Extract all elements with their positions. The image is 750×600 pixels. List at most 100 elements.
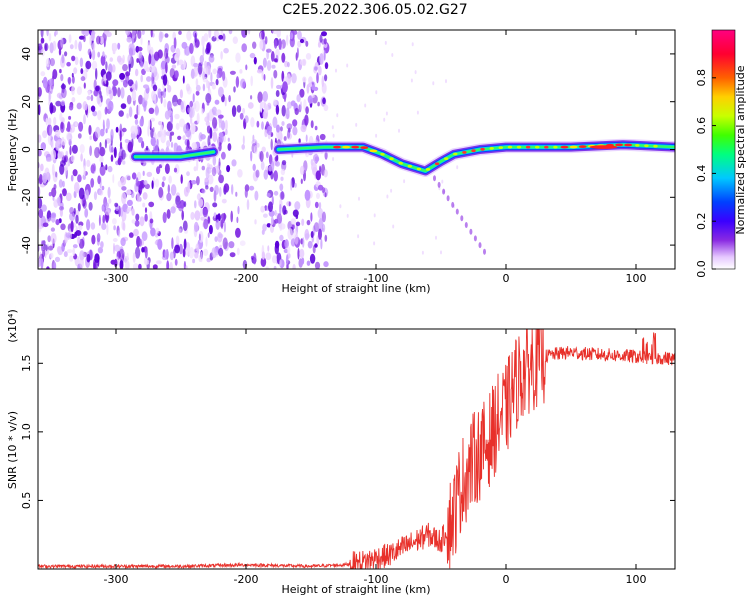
noise-speckle — [307, 82, 313, 88]
noise-speckle — [205, 185, 209, 190]
noise-speckle — [121, 192, 127, 205]
noise-speckle — [69, 44, 74, 50]
noise-speckle — [297, 248, 300, 260]
noise-speckle — [129, 43, 135, 49]
noise-speckle — [222, 71, 226, 81]
noise-speckle — [48, 217, 53, 222]
noise-speckle — [227, 143, 232, 151]
noise-speckle — [441, 179, 444, 184]
x-tick-label: -100 — [364, 272, 389, 285]
colorbar-tick-label: 0.2 — [695, 212, 708, 230]
noise-speckle — [231, 184, 234, 195]
ridge-peak — [333, 145, 341, 149]
noise-speckle — [154, 178, 160, 188]
noise-speckle — [218, 157, 221, 170]
noise-speckle — [205, 236, 208, 247]
noise-speckle — [270, 160, 275, 172]
noise-speckle — [323, 261, 329, 268]
noise-speckle — [134, 119, 139, 125]
noise-speckle — [185, 128, 192, 138]
noise-speckle — [76, 102, 82, 110]
noise-speckle — [38, 134, 42, 143]
noise-speckle — [323, 104, 329, 112]
noise-speckle — [182, 220, 188, 232]
noise-speckle — [151, 74, 154, 85]
noise-speckle — [208, 110, 214, 122]
noise-speckle — [270, 51, 275, 62]
noise-speckle — [80, 76, 86, 82]
noise-speckle — [45, 58, 51, 68]
noise-speckle — [284, 239, 289, 249]
noise-speckle — [84, 208, 89, 218]
noise-speckle — [223, 221, 226, 233]
noise-speckle — [283, 136, 287, 141]
noise-speckle — [174, 258, 178, 266]
noise-speckle — [132, 263, 139, 269]
noise-speckle — [86, 159, 91, 167]
noise-speckle — [95, 68, 98, 80]
noise-speckle — [63, 251, 68, 258]
noise-speckle — [206, 79, 209, 89]
noise-speckle — [256, 120, 260, 128]
noise-speckle — [135, 68, 139, 77]
noise-speckle — [276, 213, 283, 224]
noise-speckle — [166, 121, 173, 132]
noise-speckle — [42, 249, 46, 258]
noise-speckle — [252, 41, 257, 49]
ridge-peak — [380, 152, 385, 156]
noise-speckle — [158, 187, 164, 198]
spectrogram-y-ticks: -40 -20 0 20 40 — [20, 47, 675, 254]
colorbar-frame — [711, 29, 736, 270]
noise-speckle — [264, 129, 268, 138]
noise-speckle — [260, 205, 265, 213]
noise-speckle — [75, 122, 78, 127]
noise-speckle — [255, 169, 260, 178]
noise-speckle — [375, 90, 378, 95]
noise-speckle — [90, 164, 95, 174]
noise-speckle — [62, 188, 67, 197]
noise-speckle — [199, 208, 204, 217]
noise-speckle — [239, 69, 243, 74]
noise-speckle — [42, 130, 48, 139]
noise-speckle — [310, 120, 314, 129]
noise-speckle — [102, 51, 105, 57]
noise-speckle — [161, 181, 165, 188]
noise-speckle — [113, 146, 117, 159]
noise-speckle — [254, 219, 257, 225]
noise-speckle — [71, 55, 76, 62]
noise-speckle — [55, 219, 60, 226]
noise-speckle — [66, 132, 71, 141]
noise-speckle — [313, 222, 320, 233]
noise-speckle — [160, 60, 167, 70]
noise-speckle — [118, 248, 125, 261]
noise-speckle — [141, 140, 145, 149]
noise-speckle — [164, 33, 169, 38]
noise-speckle — [41, 204, 47, 212]
noise-speckle — [298, 138, 301, 144]
noise-speckle — [250, 117, 255, 128]
ridge-peak — [569, 145, 578, 149]
noise-speckle — [61, 87, 67, 99]
noise-speckle — [170, 206, 176, 214]
noise-speckle — [270, 138, 273, 151]
noise-speckle — [183, 260, 186, 269]
noise-speckle — [205, 65, 211, 76]
noise-speckle — [120, 87, 125, 99]
noise-speckle — [48, 32, 52, 42]
noise-speckle — [85, 60, 92, 70]
noise-speckle — [138, 138, 143, 143]
noise-speckle — [299, 88, 305, 98]
noise-speckle — [478, 242, 482, 249]
ridge-peak — [444, 157, 449, 161]
noise-speckle — [107, 165, 113, 173]
noise-speckle — [166, 209, 171, 219]
noise-speckle — [143, 84, 149, 89]
noise-speckle — [117, 42, 121, 50]
noise-speckle — [305, 53, 312, 60]
noise-speckle — [105, 128, 108, 134]
noise-speckle — [104, 202, 109, 209]
noise-speckle — [50, 227, 56, 232]
noise-speckle — [60, 160, 66, 167]
noise-speckle — [77, 174, 82, 183]
noise-speckle — [264, 104, 269, 113]
